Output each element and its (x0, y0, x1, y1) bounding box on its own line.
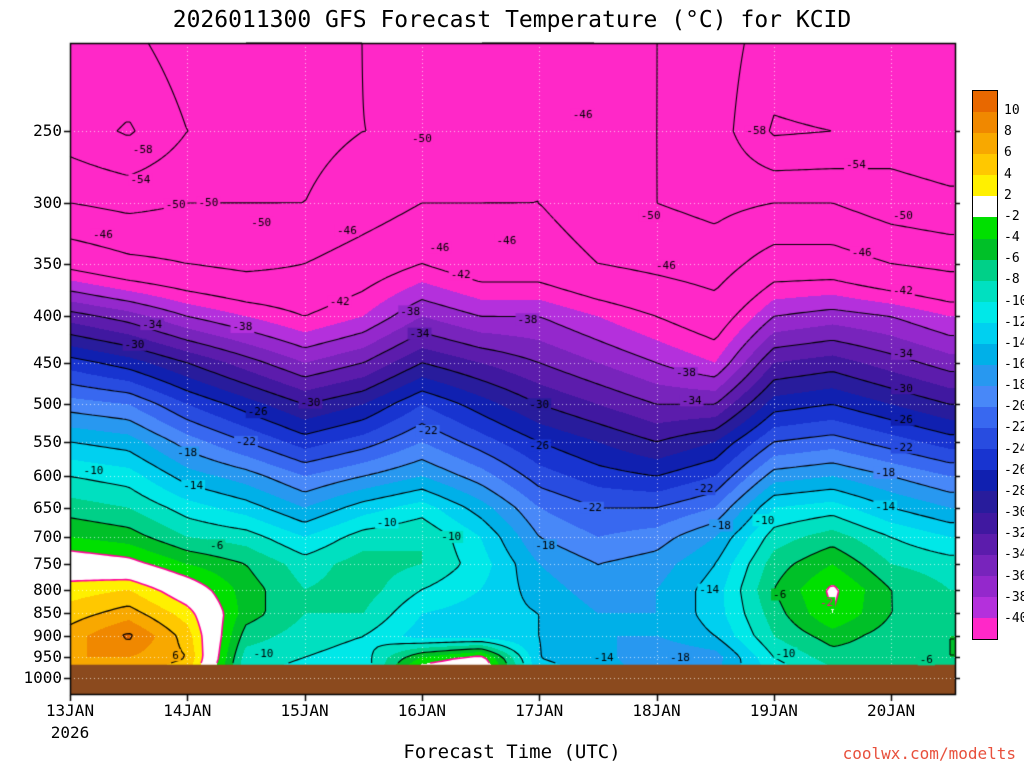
colorbar-segment (973, 470, 997, 492)
pressure-tick-label: 550 (33, 431, 62, 451)
colorbar-tick-label: -14 (1004, 335, 1024, 351)
colorbar-segment (973, 491, 997, 513)
colorbar-tick-label: -32 (1004, 526, 1024, 542)
pressure-tick-label: 800 (33, 579, 62, 599)
colorbar-tick-label: -30 (1004, 505, 1024, 521)
pressure-tick-label: 300 (33, 192, 62, 212)
pressure-tick-label: 750 (33, 554, 62, 574)
pressure-tick-label: 850 (33, 603, 62, 623)
colorbar-segment (973, 428, 997, 450)
colorbar-segment (973, 365, 997, 387)
pressure-tick-label: 900 (33, 626, 62, 645)
colorbar-segment (973, 196, 997, 218)
colorbar (972, 90, 998, 640)
time-tick-label: 20JAN (867, 701, 916, 720)
colorbar-tick-label: 8 (1004, 124, 1012, 140)
colorbar-tick-label: -24 (1004, 441, 1024, 457)
colorbar-tick-label: -20 (1004, 399, 1024, 415)
colorbar-segment (973, 154, 997, 176)
colorbar-tick-label: -6 (1004, 251, 1020, 267)
time-tick-label: 18JAN (632, 701, 681, 720)
time-tick-label: 17JAN (515, 701, 564, 720)
time-tick-label: 19JAN (749, 701, 798, 720)
colorbar-segment (973, 133, 997, 155)
watermark-link[interactable]: coolwx.com/modelts (842, 744, 1016, 763)
colorbar-tick-label: 4 (1004, 166, 1012, 182)
colorbar-segment (973, 407, 997, 429)
colorbar-segment (973, 533, 997, 555)
time-tick-label: 13JAN (45, 701, 95, 720)
pressure-tick-label: 1000 (23, 667, 62, 687)
colorbar-segment (973, 238, 997, 260)
chart-title: 2026011300 GFS Forecast Temperature (°C)… (172, 7, 852, 33)
colorbar-segment (973, 280, 997, 302)
colorbar-tick-label: -16 (1004, 357, 1024, 372)
colorbar-tick-label: -34 (1004, 547, 1024, 563)
pressure-tick-label: 350 (33, 253, 62, 273)
colorbar-tick-label: -26 (1004, 462, 1024, 478)
colorbar-tick-label: -22 (1004, 420, 1024, 436)
colorbar-tick-label: -12 (1004, 314, 1024, 330)
pressure-tick-label: 250 (33, 121, 62, 141)
colorbar-tick-label: -38 (1004, 589, 1024, 605)
colorbar-tick-label: -8 (1004, 272, 1020, 288)
colorbar-tick-label: -10 (1004, 293, 1024, 309)
colorbar-tick-label: -36 (1004, 568, 1024, 584)
x-axis-title: Forecast Time (UTC) (403, 741, 621, 763)
pressure-tick-label: 650 (33, 497, 62, 517)
colorbar-tick-label: 2 (1004, 187, 1012, 203)
time-tick-label: 14JAN (163, 701, 212, 720)
colorbar-tick-label: -28 (1004, 483, 1024, 499)
pressure-tick-label: 600 (33, 466, 62, 486)
pressure-tick-label: 450 (33, 352, 62, 372)
colorbar-segment (973, 175, 997, 197)
colorbar-tick-label: -40 (1004, 610, 1024, 626)
colorbar-segment (973, 554, 997, 576)
time-tick-label: 16JAN (397, 701, 446, 720)
colorbar-segment (973, 449, 997, 471)
colorbar-tick-label: -2 (1004, 208, 1020, 224)
time-tick-label: 15JAN (280, 701, 329, 720)
pressure-tick-label: 500 (33, 394, 62, 414)
year-label: 2026 (50, 723, 90, 742)
pressure-tick-label: 400 (33, 306, 62, 326)
colorbar-tick-label: 6 (1004, 145, 1012, 161)
colorbar-segment (973, 301, 997, 323)
colorbar-segment (973, 343, 997, 366)
colorbar-tick-label: -18 (1004, 378, 1024, 394)
colorbar-segment (973, 259, 997, 281)
colorbar-segment (973, 596, 997, 618)
colorbar-segment (973, 112, 997, 134)
colorbar-segment (973, 386, 997, 408)
pressure-tick-label: 700 (33, 526, 62, 546)
colorbar-tick-label: 10 (1004, 103, 1020, 119)
colorbar-segment (973, 512, 997, 534)
colorbar-segment (973, 322, 997, 344)
colorbar-tick-label: -4 (1004, 230, 1020, 246)
colorbar-segment (973, 617, 997, 640)
colorbar-segment (973, 91, 997, 113)
pressure-tick-label: 950 (33, 647, 62, 667)
colorbar-segment (973, 217, 997, 239)
colorbar-segment (973, 575, 997, 597)
